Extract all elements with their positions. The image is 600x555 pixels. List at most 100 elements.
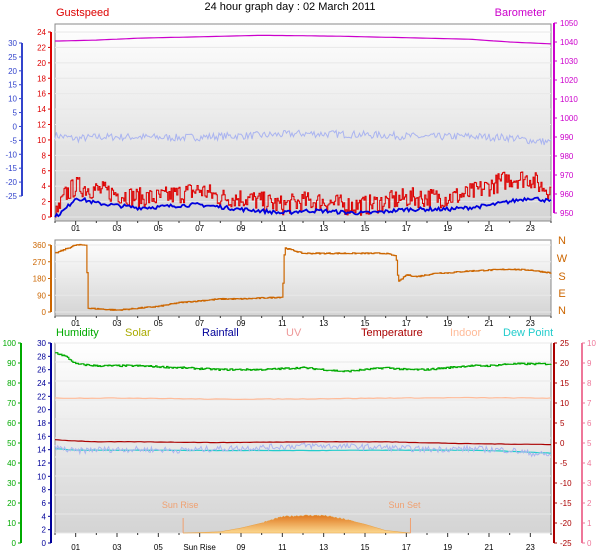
panel2-xtick-label: 19 (443, 319, 452, 328)
panel3-rain-axis-tick-label: 20 (37, 406, 46, 415)
panel1-baro-axis-tick-label: 1030 (560, 57, 578, 66)
panel2-xtick-label: 17 (402, 319, 411, 328)
panel1-xtick-label: 21 (485, 224, 494, 233)
panel2-dir-axis-tick-label: 270 (33, 258, 47, 267)
panel3-temp-axis-tick-label: 20 (560, 359, 569, 368)
panel2-dir-axis-tick-label: 0 (42, 308, 47, 317)
panel1-xtick-label: 05 (154, 224, 163, 233)
panel3-xtick-label: 03 (113, 543, 122, 552)
panel2-dir-axis-tick-label: 360 (33, 241, 47, 250)
panel2-xtick-label: 23 (526, 319, 535, 328)
panel2-xtick-label: 05 (154, 319, 163, 328)
panel3-humidity-axis-tick-label: 100 (3, 339, 17, 348)
panel3-uv-axis-tick-label: 2 (587, 499, 592, 508)
panel1-axes: 302520151050-5-10-15-20-2524222018161412… (5, 19, 578, 233)
panel1-temp-axis-tick-label: -10 (5, 150, 17, 159)
panel3-humidity-axis-tick-label: 20 (7, 499, 16, 508)
panel1-baro-axis-tick-label: 970 (560, 171, 574, 180)
legend-rainfall: Rainfall (202, 327, 239, 339)
panel3-uv-axis-tick-label: 4 (587, 459, 592, 468)
legend-uv: UV (286, 327, 302, 339)
panel3-uv-axis-tick-label: 7 (587, 399, 592, 408)
legend-temperature: Temperature (361, 327, 423, 339)
panel3-rain-axis-tick-label: 16 (37, 432, 46, 441)
panel3-rain-axis-tick-label: 10 (37, 472, 46, 481)
panel3-humidity-axis-tick-label: 80 (7, 379, 16, 388)
panel3-temp-axis-tick-label: 5 (560, 419, 565, 428)
panel1-baro-axis-tick-label: 1020 (560, 76, 578, 85)
panel3-uv-axis-tick-label: 1 (587, 519, 592, 528)
panel1-temp-axis-tick-label: 10 (8, 95, 17, 104)
panel1-baro-axis-tick-label: 990 (560, 133, 574, 142)
panel2-compass-label: E (558, 288, 565, 300)
legend-barometer: Barometer (495, 7, 547, 19)
panel3-rain-axis-tick-label: 4 (42, 512, 47, 521)
panel3-xtick-label: 17 (402, 543, 411, 552)
panel3-series-humidity (55, 352, 552, 373)
panel2-xtick-label: 01 (71, 319, 80, 328)
panel1-baro-axis-tick-label: 1000 (560, 114, 578, 123)
panel3-uv-axis-tick-label: 6 (587, 419, 592, 428)
panel3-temp-axis-tick-label: 0 (560, 439, 565, 448)
panel1-gust-axis-tick-label: 18 (37, 74, 46, 83)
panel3-uv-axis-tick-label: 5 (587, 439, 592, 448)
panel1-gust-axis-tick-label: 6 (42, 167, 47, 176)
sunrise-annotation: Sun Rise (162, 500, 199, 510)
panel3-series: Sun Rise Sun Set (54, 352, 552, 534)
legend-dewpoint: Dew Point (503, 327, 553, 339)
legend-indoor: Indoor (450, 327, 482, 339)
panel3-temp-axis-tick-label: 25 (560, 339, 569, 348)
panel2-xtick-label: 13 (319, 319, 328, 328)
panel1-gust-axis-tick-label: 8 (42, 151, 47, 160)
panel1-gust-axis-tick-label: 14 (37, 105, 46, 114)
panel1-temp-axis-tick-label: 20 (8, 67, 17, 76)
panel2-compass-label: N (558, 305, 566, 317)
panel1-gust-axis-tick-label: 2 (42, 198, 47, 207)
panel2-series-direction (55, 243, 552, 311)
panel1-gust-axis-tick-label: 0 (42, 213, 47, 222)
panel1-plot-area (54, 23, 552, 222)
panel3-uv-axis-tick-label: 0 (587, 539, 592, 548)
panel2-series (55, 243, 552, 311)
panel2-xtick-label: 21 (485, 319, 494, 328)
page-title: 24 hour graph day : 02 March 2011 (204, 1, 375, 13)
panel3-series-temp_noisy (54, 442, 552, 458)
panel3-temp-axis-tick-label: 10 (560, 399, 569, 408)
legend-gustspeed: Gustspeed (56, 7, 109, 19)
panel1-temp-axis-tick-label: 15 (8, 81, 17, 90)
panel3-rain-axis-tick-label: 8 (42, 486, 47, 495)
panel2-compass-label: N (558, 235, 566, 247)
panel3-xtick-label: 23 (526, 543, 535, 552)
legend-humidity: Humidity (56, 327, 99, 339)
panel1-xtick-label: 23 (526, 224, 535, 233)
panel1-temp-axis-tick-label: -15 (5, 164, 17, 173)
panel3-humidity-axis-tick-label: 70 (7, 399, 16, 408)
panel1-temp-axis-tick-label: -20 (5, 178, 17, 187)
panel1-gust-axis-tick-label: 4 (42, 182, 47, 191)
panel3-uv-axis-tick-label: 8 (587, 379, 592, 388)
panel3-xtick-label: 19 (443, 543, 452, 552)
panel3-temp-axis-tick-label: -20 (560, 519, 572, 528)
panel3-rain-axis-tick-label: 24 (37, 379, 46, 388)
panel2-compass-label: S (558, 271, 565, 283)
panel1-xtick-label: 17 (402, 224, 411, 233)
panel3-xtick-label: Sun Rise (183, 543, 216, 552)
panel1-baro-axis-tick-label: 960 (560, 190, 574, 199)
panel3-xtick-label: 11 (278, 543, 287, 552)
panel3-humidity-axis-tick-label: 10 (7, 519, 16, 528)
panel3-xtick-label: 21 (485, 543, 494, 552)
panel3-rain-axis-tick-label: 14 (37, 446, 46, 455)
panel3-humidity-axis-tick-label: 0 (12, 539, 17, 548)
panel1-xtick-label: 01 (71, 224, 80, 233)
panel1-temp-axis-tick-label: -5 (10, 136, 18, 145)
panel1-baro-axis-tick-label: 1010 (560, 95, 578, 104)
panel1-baro-axis-tick-label: 980 (560, 152, 574, 161)
panel3-rain-axis-tick-label: 28 (37, 352, 46, 361)
panel3-temp-axis-tick-label: -25 (560, 539, 572, 548)
panel1-temp-axis-tick-label: 0 (13, 122, 18, 131)
panel3-rain-axis-tick-label: 26 (37, 366, 46, 375)
panel1-xtick-label: 19 (443, 224, 452, 233)
panel3-series-indoor (54, 396, 552, 400)
